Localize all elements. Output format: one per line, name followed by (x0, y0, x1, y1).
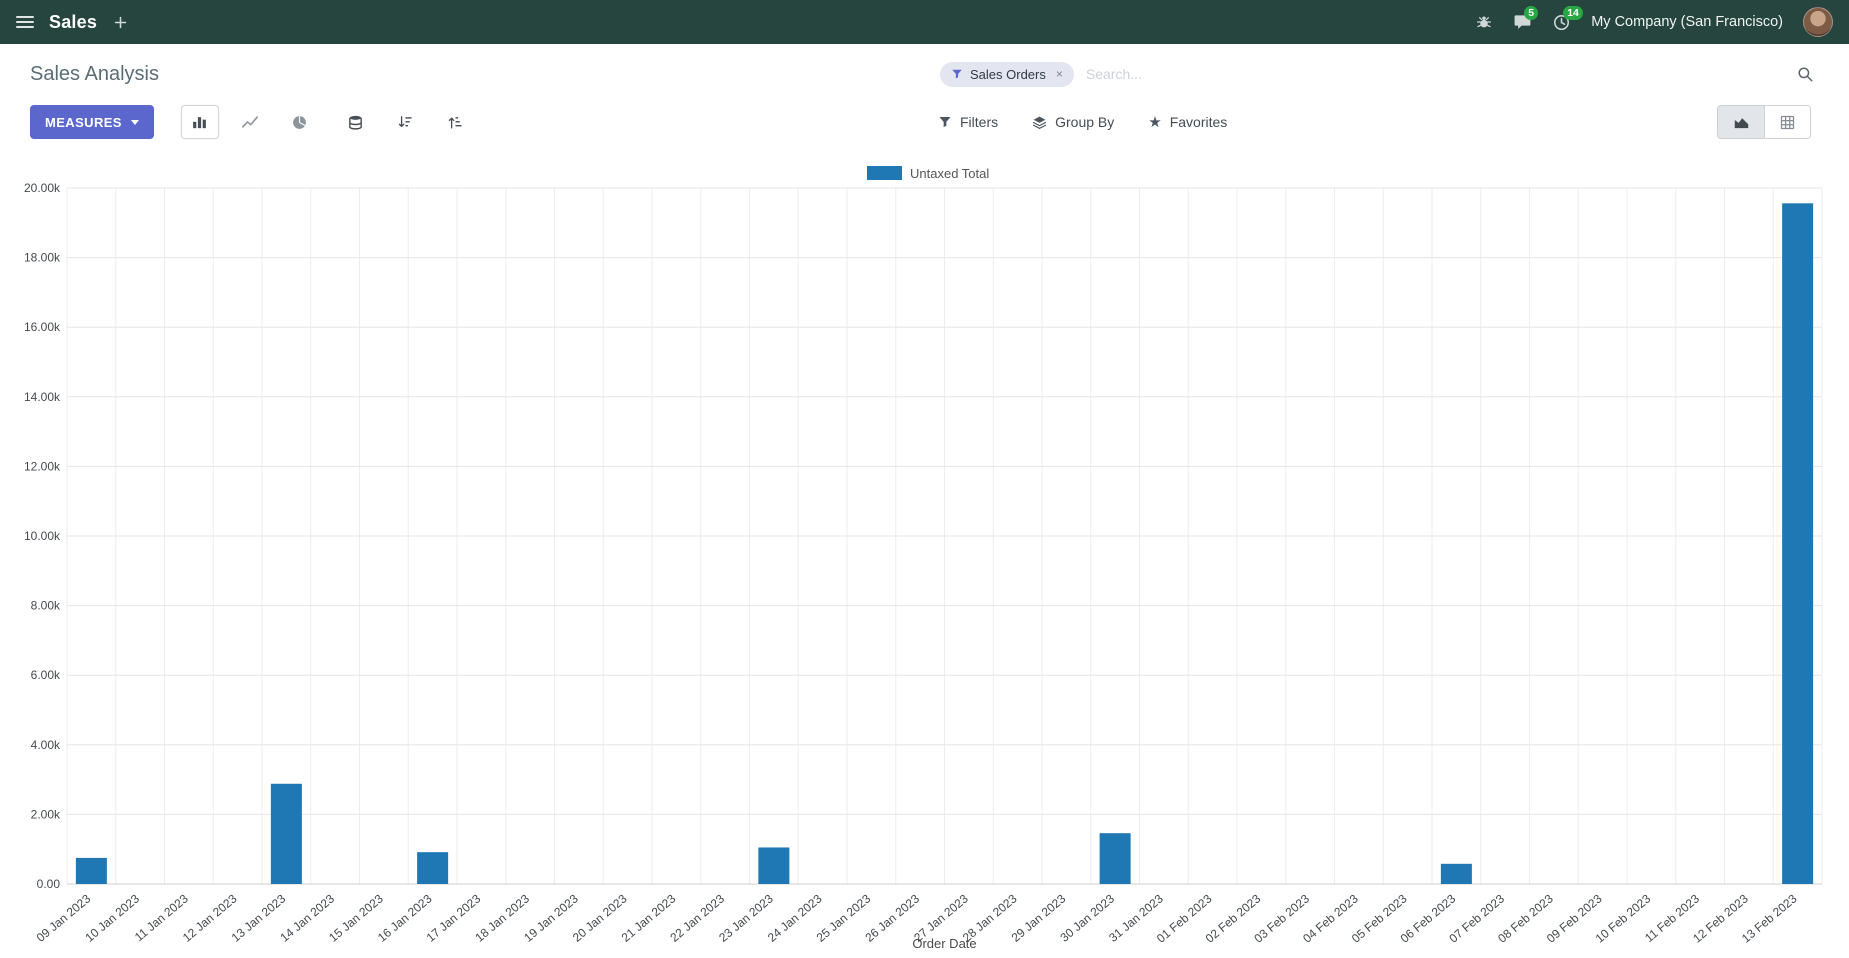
filter-facet-icon (951, 68, 963, 80)
search-options-group: Filters Group By ★ Favorites (938, 114, 1227, 130)
svg-text:14.00k: 14.00k (24, 390, 61, 404)
filters-button[interactable]: Filters (938, 114, 998, 130)
area-chart-icon (1734, 117, 1748, 128)
sales-analysis-chart: 0.00 2.00k 4.00k 6.00k 8.00k 10.00k 12.00k 14.0… (24, 166, 1823, 951)
pie-chart-button[interactable] (281, 105, 319, 139)
bar[interactable] (758, 847, 790, 884)
favorites-label: Favorites (1169, 114, 1228, 130)
page-title: Sales Analysis (30, 62, 159, 85)
messages-badge: 5 (1524, 5, 1539, 20)
svg-text:20.00k: 20.00k (24, 181, 61, 195)
measures-label: MEASURES (45, 114, 122, 130)
line-chart-icon (241, 116, 258, 128)
pivot-view-button[interactable] (1764, 106, 1810, 138)
line-chart-button[interactable] (231, 105, 269, 139)
favorites-button[interactable]: ★ Favorites (1148, 114, 1227, 130)
group-by-label: Group By (1055, 114, 1115, 130)
bar[interactable] (1782, 203, 1814, 884)
legend-swatch (867, 166, 902, 180)
filter-icon (938, 115, 952, 129)
chart-tools-group (337, 105, 475, 139)
svg-text:10.00k: 10.00k (24, 529, 61, 543)
app-name[interactable]: Sales (49, 11, 98, 32)
x-axis-title: Order Date (912, 936, 976, 951)
svg-text:2.00k: 2.00k (31, 807, 61, 821)
search-facet[interactable]: Sales Orders × (940, 61, 1074, 87)
sort-descending-button[interactable] (387, 105, 425, 139)
stacked-button[interactable] (337, 105, 375, 139)
activities-badge: 14 (1563, 5, 1583, 20)
y-axis-labels: 0.00 2.00k 4.00k 6.00k 8.00k 10.00k 12.00k 14.0… (24, 181, 61, 891)
chart-legend[interactable]: Untaxed Total (867, 166, 989, 181)
breadcrumb-row: Sales Analysis Sales Orders × (0, 54, 1849, 94)
svg-text:0.00: 0.00 (37, 877, 61, 891)
pivot-table-icon (1780, 115, 1795, 129)
control-panel: Sales Analysis Sales Orders × MEASURES (0, 44, 1849, 150)
navbar-left: Sales (16, 12, 129, 33)
search-facet-label: Sales Orders (970, 66, 1046, 82)
company-switcher[interactable]: My Company (San Francisco) (1591, 14, 1783, 30)
pie-chart-icon (293, 115, 307, 129)
chart-bars[interactable] (75, 203, 1814, 884)
search-bar[interactable]: Sales Orders × (938, 61, 1816, 87)
bar[interactable] (417, 852, 449, 884)
bar-chart-button[interactable] (180, 105, 219, 139)
bar[interactable] (270, 783, 302, 884)
bar[interactable] (75, 857, 107, 884)
bar[interactable] (1440, 863, 1472, 884)
activities-button[interactable]: 14 (1552, 5, 1583, 32)
chevron-down-icon (130, 119, 139, 125)
bar[interactable] (1099, 833, 1131, 884)
clock-icon (1552, 13, 1571, 32)
svg-text:10 Jan 2023: 10 Jan 2023 (82, 891, 142, 944)
svg-text:16.00k: 16.00k (24, 320, 61, 334)
toolbar-row: MEASURES (0, 102, 1849, 142)
svg-text:4.00k: 4.00k (31, 738, 61, 752)
graph-view-button[interactable] (1718, 106, 1764, 138)
bar-chart-icon (193, 116, 207, 128)
filters-label: Filters (960, 114, 999, 130)
chart-type-group (180, 105, 319, 139)
view-switcher (1717, 105, 1811, 139)
svg-text:8.00k: 8.00k (31, 599, 61, 613)
messages-button[interactable]: 5 (1513, 5, 1539, 32)
legend-label: Untaxed Total (910, 166, 989, 181)
sort-descending-icon (399, 115, 412, 127)
svg-text:12.00k: 12.00k (24, 459, 61, 473)
chart-grid (66, 187, 1823, 885)
chart-area: 0.00 2.00k 4.00k 6.00k 8.00k 10.00k 12.00k 14.0… (0, 150, 1849, 958)
stacked-icon (349, 115, 363, 130)
navbar-right: 5 14 My Company (San Francisco) (1475, 5, 1833, 37)
search-input[interactable] (1083, 65, 1786, 83)
top-navbar: Sales 5 14 My (0, 0, 1849, 44)
sort-ascending-button[interactable] (437, 105, 475, 139)
apps-menu-icon[interactable] (16, 16, 34, 28)
facet-remove-icon[interactable]: × (1055, 67, 1063, 81)
svg-text:18.00k: 18.00k (24, 251, 61, 265)
svg-text:6.00k: 6.00k (31, 668, 61, 682)
star-icon: ★ (1148, 113, 1162, 131)
layers-icon (1032, 115, 1047, 130)
bug-icon[interactable] (1475, 13, 1493, 31)
user-avatar[interactable] (1803, 7, 1833, 37)
plus-icon[interactable] (112, 14, 129, 31)
measures-button[interactable]: MEASURES (30, 105, 154, 139)
sort-ascending-icon (449, 116, 462, 128)
search-icon[interactable] (1796, 65, 1814, 83)
group-by-button[interactable]: Group By (1032, 114, 1114, 130)
